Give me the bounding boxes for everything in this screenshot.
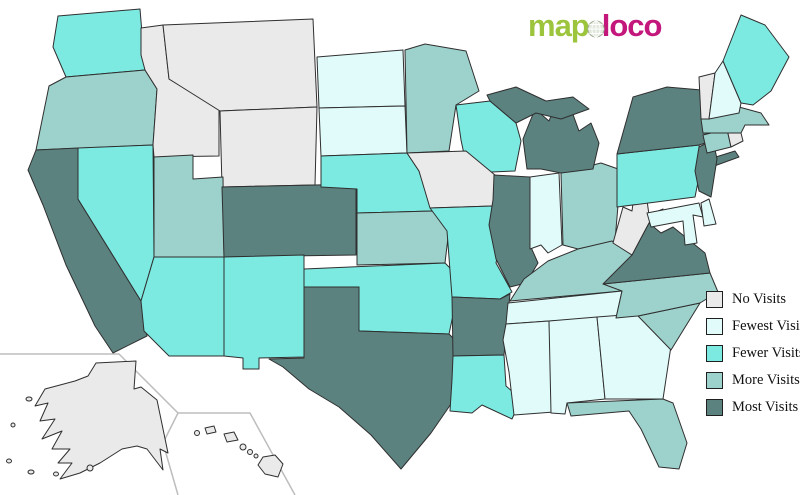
state-new-hampshire xyxy=(708,60,742,120)
legend-label-fewest-visits: Fewest Visits xyxy=(732,317,800,334)
state-hawaii xyxy=(194,425,284,478)
state-massachusetts xyxy=(700,106,770,134)
legend-item-fewer-visits: Fewer Visits xyxy=(706,344,800,362)
legend-item-no-visits: No Visits xyxy=(706,290,800,308)
legend-label-most-visits: Most Visits xyxy=(732,398,799,415)
state-pennsylvania xyxy=(616,144,703,208)
logo-text-map: map xyxy=(528,8,590,43)
state-louisiana xyxy=(449,354,522,420)
state-maine xyxy=(722,14,790,106)
state-maryland xyxy=(646,202,704,246)
legend-swatch-more-visits xyxy=(706,371,723,389)
legend-item-more-visits: More Visits xyxy=(706,371,800,389)
legend-swatch-fewer-visits xyxy=(706,344,723,362)
legend-swatch-fewest-visits xyxy=(706,317,723,335)
state-arkansas xyxy=(451,293,511,357)
state-washington xyxy=(52,8,146,78)
legend-item-most-visits: Most Visits xyxy=(706,398,800,416)
legend-item-fewest-visits: Fewest Visits xyxy=(706,317,800,335)
state-utah xyxy=(153,154,225,258)
legend-label-fewer-visits: Fewer Visits xyxy=(732,344,800,361)
state-new-mexico xyxy=(223,254,305,370)
state-west-virginia xyxy=(612,192,664,256)
state-indiana xyxy=(529,172,563,254)
state-kansas xyxy=(356,210,450,266)
legend-swatch-most-visits xyxy=(706,398,723,416)
state-michigan-upper xyxy=(486,86,590,124)
state-alabama xyxy=(548,316,606,415)
state-florida xyxy=(566,398,688,470)
state-north-dakota xyxy=(316,49,406,109)
state-wyoming xyxy=(219,106,318,188)
legend-label-more-visits: More Visits xyxy=(732,371,800,388)
map-legend: No Visits Fewest Visits Fewer Visits Mor… xyxy=(706,290,800,425)
state-south-dakota xyxy=(318,105,408,157)
state-colorado xyxy=(221,183,357,258)
globe-icon xyxy=(587,8,605,48)
state-texas xyxy=(268,286,454,470)
state-north-carolina xyxy=(602,272,719,319)
state-virginia xyxy=(602,222,711,285)
state-ohio xyxy=(560,162,622,250)
state-arizona xyxy=(140,256,225,357)
hawaii-inset-border xyxy=(178,412,296,495)
state-delaware xyxy=(700,198,717,227)
site-logo[interactable]: map loco xyxy=(528,6,663,48)
state-alaska xyxy=(6,360,169,480)
legend-swatch-no-visits xyxy=(706,290,723,308)
legend-label-no-visits: No Visits xyxy=(732,290,787,307)
logo-text-loco: loco xyxy=(601,8,663,43)
state-oregon xyxy=(35,69,158,151)
